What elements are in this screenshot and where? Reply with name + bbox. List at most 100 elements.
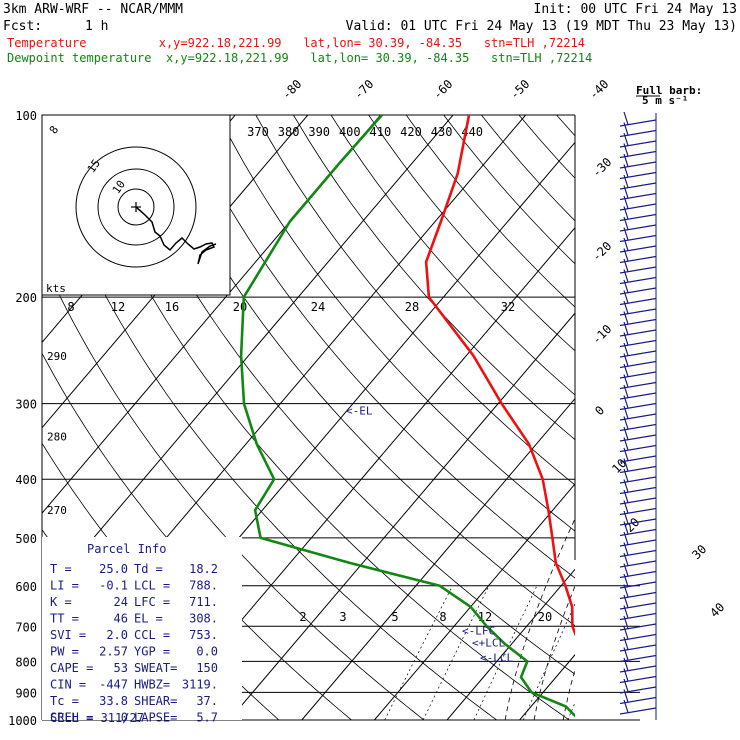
annotation-lfc: <-LFC: [462, 624, 495, 637]
wind-barb-flag: [623, 458, 629, 472]
isotherm: [446, 568, 575, 720]
dry-adiabat: [368, 115, 575, 352]
theta-label-390: 390: [308, 125, 330, 139]
isotherm: [156, 226, 575, 720]
parcel-field: 0: [121, 711, 128, 725]
parcel-field: LCL =: [134, 579, 170, 593]
wind-barb-flag: [623, 615, 629, 629]
mixing-label-lower-5: 5: [391, 610, 398, 624]
wind-barb-flag: [623, 531, 629, 545]
theta-label-410: 410: [370, 125, 392, 139]
dry-adiabat: [255, 115, 575, 486]
isotherm: [665, 115, 740, 720]
theta-label-420: 420: [400, 125, 422, 139]
mixing-label-upper-32: 32: [501, 300, 515, 314]
wind-barb: [619, 591, 657, 600]
wind-barb-flag: [623, 542, 629, 556]
wind-barb-flag: [623, 363, 629, 377]
wind-barb-flag: [623, 689, 629, 703]
mixing-ratio-line: [384, 585, 453, 720]
barb-legend-units: 5 m s⁻¹: [642, 94, 688, 107]
parcel-field: LI =: [50, 579, 79, 593]
wind-barb: [619, 182, 657, 190]
parcel-field: 711.: [189, 595, 218, 609]
wind-barb-flag: [623, 416, 629, 430]
wind-barb: [619, 413, 657, 421]
parcel-field: K =: [50, 595, 72, 609]
theta-label-370: 370: [247, 125, 269, 139]
parcel-field: LAPSE=: [134, 711, 177, 725]
temperature-tick--80: -80: [279, 77, 304, 102]
parcel-field: -447: [99, 678, 128, 692]
parcel-field: 2.0: [106, 628, 128, 642]
wind-barb: [619, 665, 657, 673]
wind-barb-flag: [623, 500, 629, 514]
wind-barb-flag: [623, 185, 629, 199]
pressure-label-800: 800: [15, 655, 37, 669]
theta-labels: 370 380 390 400 410 420 430 440: [247, 125, 483, 139]
isotherm: [592, 115, 740, 720]
pressure-label-900: 900: [15, 686, 37, 700]
wind-barb: [619, 392, 657, 400]
mixing-label-lower-3: 3: [339, 610, 346, 624]
wind-barb-flag: [623, 510, 629, 524]
annotation-lcl: <+LCL: [472, 637, 505, 650]
sounding-series: [239, 115, 575, 718]
wind-barb-flag: [623, 111, 629, 125]
wind-barb-flag: [623, 437, 629, 451]
wind-barb: [619, 465, 657, 474]
pressure-labels: 100 200 300 400 500 600 700 800 900 1000: [8, 109, 37, 728]
wind-barb: [619, 350, 657, 358]
fcst-label: Fcst:: [3, 19, 42, 34]
wind-barb: [619, 434, 657, 442]
mixing-label-upper-28: 28: [405, 300, 419, 314]
mixing-label-upper-24: 24: [311, 300, 325, 314]
dry-adiabat: [142, 115, 575, 627]
parcel-field: CIN =: [50, 678, 86, 692]
wind-barb-flag: [623, 395, 629, 409]
dry-adiabat: [217, 115, 575, 532]
parcel-field: 53: [114, 661, 128, 675]
mixing-label-upper-16: 16: [165, 300, 179, 314]
wind-barb: [619, 161, 657, 169]
parcel-field: 33.8: [99, 694, 128, 708]
wind-barb-flag: [623, 143, 629, 157]
wind-barb: [619, 476, 657, 484]
moist-adiabat: [708, 297, 740, 720]
wind-barb: [619, 203, 657, 211]
wind-barb: [619, 119, 657, 127]
parcel-field: HWBZ=: [134, 678, 170, 692]
parcel-field: 753.: [189, 628, 218, 642]
wind-barb: [619, 644, 657, 652]
wind-barb: [619, 297, 657, 306]
pressure-label-400: 400: [15, 473, 37, 487]
parcel-field: -0.1: [99, 579, 128, 593]
wind-barb: [619, 255, 657, 264]
wind-barb: [619, 171, 657, 180]
wind-barb: [619, 623, 657, 631]
parcel-field: 24: [114, 595, 128, 609]
mixing-ratio-line: [627, 586, 681, 720]
wind-barb: [619, 633, 657, 642]
wind-barbs: [619, 111, 657, 720]
moist-adiabat: [592, 297, 740, 720]
parcel-field: 18.2: [189, 562, 218, 576]
wind-barb: [619, 318, 657, 327]
temperature-tick--50: -50: [507, 77, 532, 102]
parcel-field: LFC =: [134, 595, 170, 609]
parcel-field: 2.57: [99, 645, 128, 659]
theta-label-430: 430: [431, 125, 453, 139]
parcel-field: PW =: [50, 645, 79, 659]
temperature-tick-30: 30: [689, 542, 709, 562]
dry-adiabat-label-290: 290: [47, 350, 67, 363]
mixing-label-lower-2: 2: [299, 610, 306, 624]
wind-barb: [619, 224, 657, 232]
parcel-field: 788.: [189, 579, 218, 593]
dry-adiabat: [669, 115, 740, 733]
wind-barb-flag: [623, 279, 629, 293]
wind-barb: [619, 423, 657, 432]
wind-barb-flag: [623, 300, 629, 314]
wind-barb-flag: [623, 269, 629, 283]
dry-adiabat-label-270: 270: [47, 504, 67, 517]
parcel-field: YGP =: [134, 645, 170, 659]
